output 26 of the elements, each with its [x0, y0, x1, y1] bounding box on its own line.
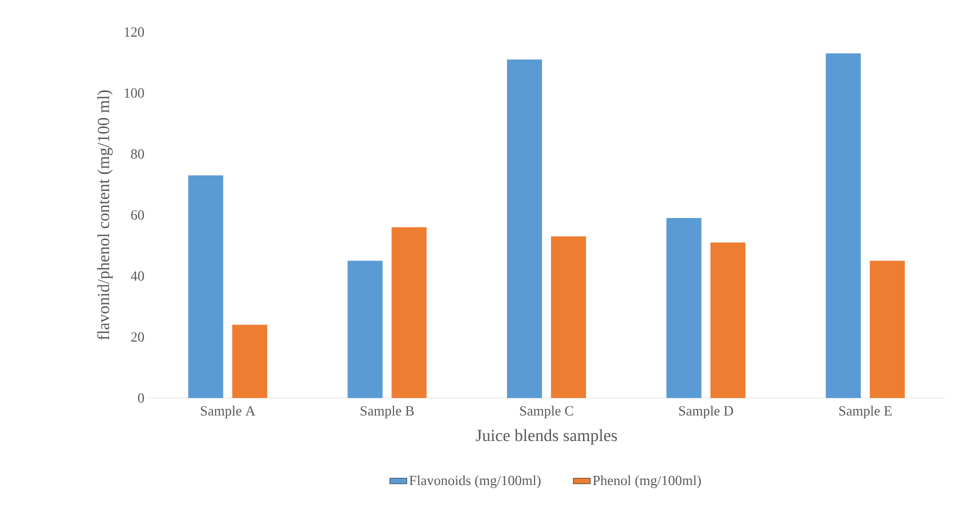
bar — [551, 236, 586, 398]
y-tick-label: 120 — [124, 27, 144, 37]
y-axis-title: flavonid/phenol content (mg/100 ml) — [97, 90, 113, 340]
x-tick-label: Sample C — [520, 406, 574, 418]
bar — [666, 218, 702, 398]
y-tick-label: 40 — [130, 271, 144, 281]
x-tick-label: Sample D — [679, 406, 734, 418]
x-axis-title: Juice blends samples — [476, 429, 617, 445]
y-tick-label: 80 — [131, 149, 144, 159]
y-tick-label: 0 — [138, 393, 144, 403]
y-tick-label: 100 — [124, 88, 144, 98]
bar — [507, 59, 542, 398]
legend-label: Phenol (mg/100ml) — [592, 475, 701, 488]
bar — [710, 242, 746, 398]
bar — [870, 260, 905, 398]
legend-label: Flavonoids (mg/100ml) — [409, 475, 541, 488]
x-tick-label: Sample B — [360, 406, 414, 418]
x-tick-label: Sample E — [839, 406, 892, 418]
x-tick-label: Sample A — [200, 406, 256, 418]
bar — [232, 324, 268, 398]
bar — [826, 53, 861, 398]
bar — [348, 260, 383, 398]
y-tick-label: 20 — [131, 332, 144, 342]
bar — [188, 175, 224, 398]
y-tick-label: 60 — [131, 210, 144, 220]
bar — [392, 227, 427, 398]
